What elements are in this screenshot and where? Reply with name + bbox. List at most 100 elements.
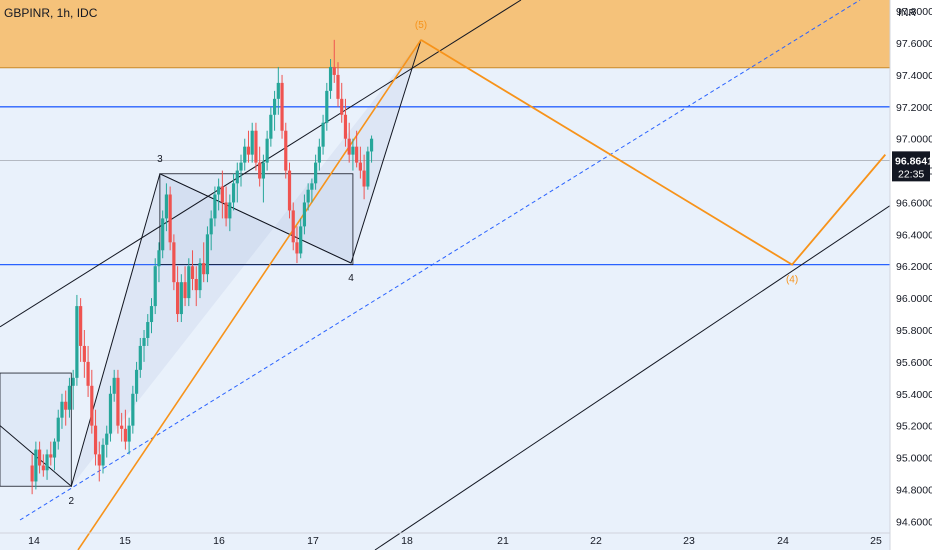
- x-tick-label-5: 21: [497, 535, 509, 547]
- candle-body: [37, 449, 42, 466]
- y-tick-label-15: 94.8000: [896, 484, 932, 496]
- candle-body: [202, 263, 206, 275]
- candle-body: [123, 428, 127, 442]
- candle-body: [362, 170, 366, 187]
- candle-body: [52, 441, 57, 458]
- candle-body: [366, 151, 370, 187]
- x-tick-label-0: 14: [28, 535, 40, 547]
- candle-body: [190, 266, 195, 279]
- candle-body: [93, 425, 98, 455]
- candle-body: [347, 138, 351, 155]
- candle-body: [187, 266, 191, 299]
- candle-body: [295, 242, 299, 254]
- x-tick-label-6: 22: [590, 535, 602, 547]
- candle-body: [161, 218, 165, 251]
- candle-body: [138, 345, 142, 370]
- y-tick-label-12: 95.4000: [896, 389, 932, 401]
- candle-body: [235, 170, 239, 184]
- y-tick-label-7: 96.4000: [896, 229, 932, 241]
- candle-body: [325, 90, 329, 123]
- wave-label-1: 3: [157, 154, 163, 165]
- candle-body: [310, 183, 314, 190]
- x-tick-label-3: 17: [307, 535, 319, 547]
- candle-body: [340, 98, 344, 115]
- candle-body: [153, 266, 157, 307]
- y-tick-label-0: 97.8000: [896, 6, 932, 18]
- orange-trendline[interactable]: [77, 39, 422, 550]
- candle-body: [56, 417, 60, 442]
- candle-body: [269, 114, 273, 139]
- candle-body: [120, 425, 124, 429]
- candle-body: [172, 242, 176, 283]
- price-badge-countdown: 22:35: [898, 168, 924, 180]
- candle-body: [314, 162, 318, 184]
- x-tick-label-8: 24: [777, 535, 789, 547]
- x-tick-label-2: 16: [213, 535, 225, 547]
- candle-body: [321, 122, 325, 147]
- y-tick-label-4: 97.0000: [896, 134, 932, 146]
- wave-label-4: (4): [786, 275, 798, 286]
- channel-mid-dashed[interactable]: [19, 0, 861, 521]
- wave-label-2: 4: [348, 273, 354, 284]
- x-tick-label-7: 23: [683, 535, 695, 547]
- axis-unit: INR: [898, 7, 917, 19]
- candle-body: [67, 385, 72, 410]
- candle-body: [209, 218, 213, 235]
- candle-body: [64, 401, 68, 410]
- wave-diagonal: [159, 173, 352, 264]
- price-axis-bg: [890, 0, 932, 550]
- candle-body: [112, 377, 116, 394]
- range-shading: [0, 67, 890, 550]
- candle-body: [108, 393, 113, 434]
- candle-body: [306, 189, 310, 203]
- candle-body: [328, 66, 333, 91]
- candle-body: [246, 146, 251, 155]
- projection-path[interactable]: [420, 39, 887, 266]
- candle-body: [228, 202, 232, 219]
- candle-body: [276, 82, 280, 99]
- candle-body: [105, 433, 109, 445]
- x-tick-label-4: 18: [401, 535, 413, 547]
- candle-body: [220, 186, 224, 203]
- candle-body: [336, 74, 340, 99]
- candle-body: [41, 465, 45, 471]
- chart-title: GBPINR, 1h, IDC: [4, 6, 98, 20]
- candle-body: [134, 369, 139, 394]
- candle-body: [205, 234, 210, 275]
- candle-body: [86, 361, 90, 386]
- candle-body: [332, 66, 336, 75]
- candle-body: [164, 194, 169, 219]
- candle-body: [71, 377, 75, 386]
- candle-body: [358, 162, 362, 171]
- y-tick-label-6: 96.6000: [896, 197, 932, 209]
- candle-body: [34, 449, 38, 482]
- wave-label-0: 2: [69, 496, 75, 507]
- y-tick-label-11: 95.6000: [896, 357, 932, 369]
- candle-body: [176, 282, 180, 315]
- candle-body: [284, 130, 288, 171]
- candle-body: [243, 146, 247, 163]
- candle-body: [254, 130, 258, 163]
- candle-body: [127, 425, 131, 442]
- candle-body: [261, 162, 265, 179]
- y-tick-label-14: 95.0000: [896, 453, 932, 465]
- candle-body: [272, 98, 277, 115]
- candle-body: [265, 138, 269, 163]
- candle-body: [30, 465, 34, 482]
- candle-body: [90, 385, 94, 426]
- price-badge: [892, 151, 930, 182]
- candle-body: [291, 210, 295, 243]
- candle-body: [146, 322, 150, 338]
- resistance-zone: [0, 0, 890, 68]
- candle-body: [198, 263, 202, 291]
- candle-body: [369, 138, 374, 152]
- x-tick-label-1: 15: [119, 535, 131, 547]
- candle-body: [355, 146, 359, 163]
- candle-body: [194, 278, 198, 291]
- channel-lower-line[interactable]: [374, 205, 891, 550]
- candle-body: [79, 306, 83, 346]
- x-tick-label-9: 25: [870, 535, 882, 547]
- candle-body: [302, 202, 307, 227]
- candle-body: [142, 337, 146, 346]
